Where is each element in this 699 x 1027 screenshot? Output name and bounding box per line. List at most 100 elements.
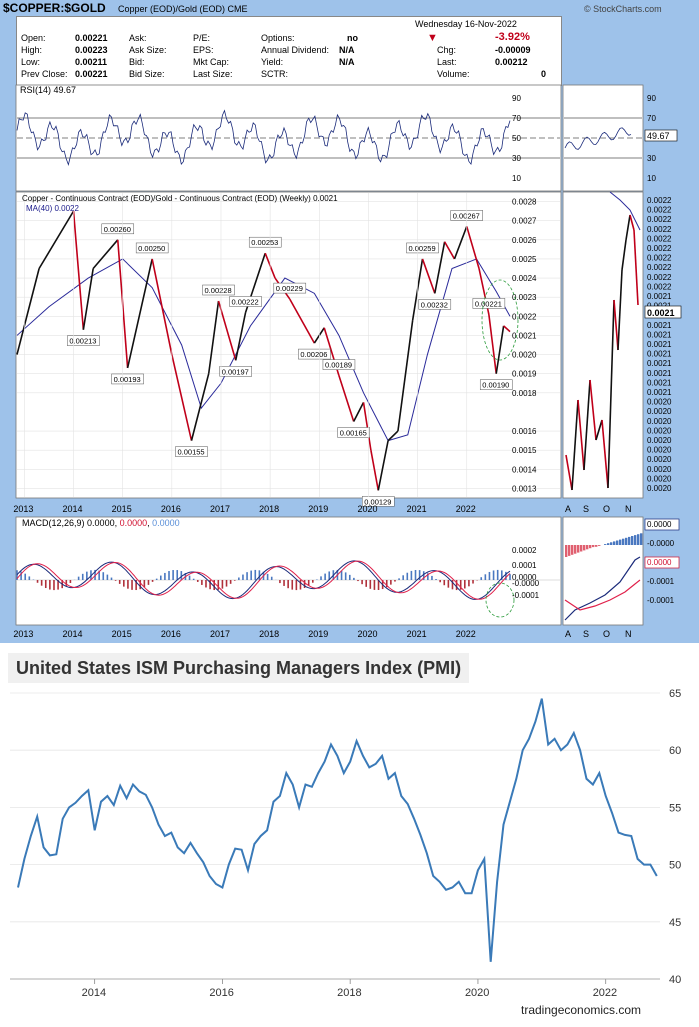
price-annotation-box [111,373,144,385]
price-annotation-box [248,236,282,248]
price-y-tick-label: 0.0015 [512,446,537,455]
price-x-tick-label: 2014 [63,504,83,514]
macd-histogram-bar [242,574,244,580]
price-segment [289,298,316,344]
price-annotation-box [479,379,513,390]
macd-histogram-bar [213,580,215,591]
price-annotation-box [322,359,356,370]
right-macd-histogram-bar [631,536,634,545]
right-month-label: A [565,504,571,514]
macd-histogram-bar [373,580,376,590]
right-macd-histogram-bar [583,545,586,551]
right-price-y-tick-label: 0.0022 [647,263,672,272]
right-macd-histogram-bar [577,545,580,553]
price-annotation-label: 0.00190 [482,381,509,390]
price-segment [72,211,85,330]
macd-histogram-bar [492,570,495,580]
macd-histogram-bar [390,580,392,585]
price-segment [387,430,399,442]
macd-histogram-bar [188,575,191,580]
price-segment [443,241,456,260]
price-annotation-label: 0.00197 [222,367,249,376]
stockcharts-svg: 90907070505030301010 0.00280.00270.00260… [13,84,682,639]
macd-histogram-bar [328,571,331,580]
right-price-y-tick-label: 0.0022 [647,196,672,205]
macd-histogram-bar [221,580,224,589]
price-annotation-box [219,366,252,377]
price-series-label: Copper - Continuous Contract (EOD)/Gold … [22,194,338,203]
price-annotation-label: 0.00165 [340,429,367,438]
right-rsi-y-tick-label: 70 [647,114,656,123]
right-price-y-tick-label: 0.0020 [647,455,672,464]
price-annotation-label: 0.00155 [177,448,204,457]
macd-histogram-bar [266,573,269,580]
macd-histogram-bar [488,571,491,580]
price-annotation-box [273,282,307,294]
quote-chg-value: -0.00009 [495,45,531,55]
right-price-panel-frame [562,191,644,499]
right-rsi-y-tick-label: 90 [647,94,656,103]
quote-high-label: High: [21,45,43,55]
right-price-segment [617,269,623,351]
price-current-value: 0.0021 [647,308,675,318]
macd-histogram-bar [201,580,203,585]
right-price-y-tick-label: 0.0020 [647,407,672,416]
macd-histogram-bar [439,580,441,583]
macd-histogram-bar [28,576,31,580]
right-macd-histogram-bar [607,543,610,545]
rsi-y-tick-label: 30 [512,154,521,163]
price-segment [190,373,210,441]
te-brand: tradingeconomics.com [521,1003,642,1017]
macd-histogram-bar [209,580,211,590]
macd-histogram-bar [98,570,100,580]
price-annotation-label: 0.00129 [364,497,391,506]
macd-histogram-bar [365,580,368,587]
down-triangle-icon: ▼ [427,32,438,44]
price-annotation-box [202,284,235,296]
macd-histogram-bar [348,574,351,580]
macd-histogram-bar [254,569,257,580]
right-price-segment [613,299,619,351]
macd-histogram-bar [472,580,474,584]
right-price-y-tick-label: 0.0022 [647,273,672,282]
macd-x-tick-label: 2013 [13,629,33,639]
rsi-y-tick-label: 90 [512,94,521,103]
price-x-tick-label: 2022 [456,504,476,514]
price-segment [434,241,446,294]
right-macd-y-tick-label: -0.0001 [647,577,675,586]
macd-histogram-bar [353,577,355,580]
macd-histogram-bar [192,578,195,580]
right-macd-histogram-bar [640,533,643,545]
macd-histogram-bar [303,580,306,588]
price-x-tick-label: 2016 [161,504,181,514]
right-month-label: S [583,504,589,514]
quote-chg-label: Chg: [437,45,457,55]
right-macd-histogram-bar [610,542,613,545]
right-macd-histogram-bar [574,545,577,554]
price-annotation-box [362,496,395,507]
price-annotation-label: 0.00206 [300,350,327,359]
macd-histogram-bar [307,580,310,586]
quote-dividend-value: N/A [339,45,355,55]
price-annotation-box [175,446,208,457]
symbol-subtitle: Copper (EOD)/Gold (EOD) CME [118,4,248,14]
macd-histogram-bar [36,580,39,583]
macd-histogram-bar [398,578,400,580]
macd-histogram-bar [176,570,179,580]
right-price-y-tick-label: 0.0021 [647,340,672,349]
right-macd-histogram-bar [565,545,568,557]
rsi-current-value: 49.67 [647,131,670,141]
te-y-tick-label: 45 [669,917,681,929]
macd-histogram-bar [135,580,137,591]
right-price-segment [629,214,635,231]
price-annotation-box [229,296,262,307]
right-macd-month-label: A [565,629,571,639]
macd-x-tick-label: 2021 [407,629,427,639]
right-month-label: N [625,504,632,514]
macd-histogram-bar [447,580,450,588]
price-annotation-box [337,427,370,438]
macd-histogram-bar [172,570,174,580]
price-annotation-box [418,299,452,310]
macd-histogram-bar [377,580,380,590]
price-annotation-label: 0.00267 [453,211,480,220]
